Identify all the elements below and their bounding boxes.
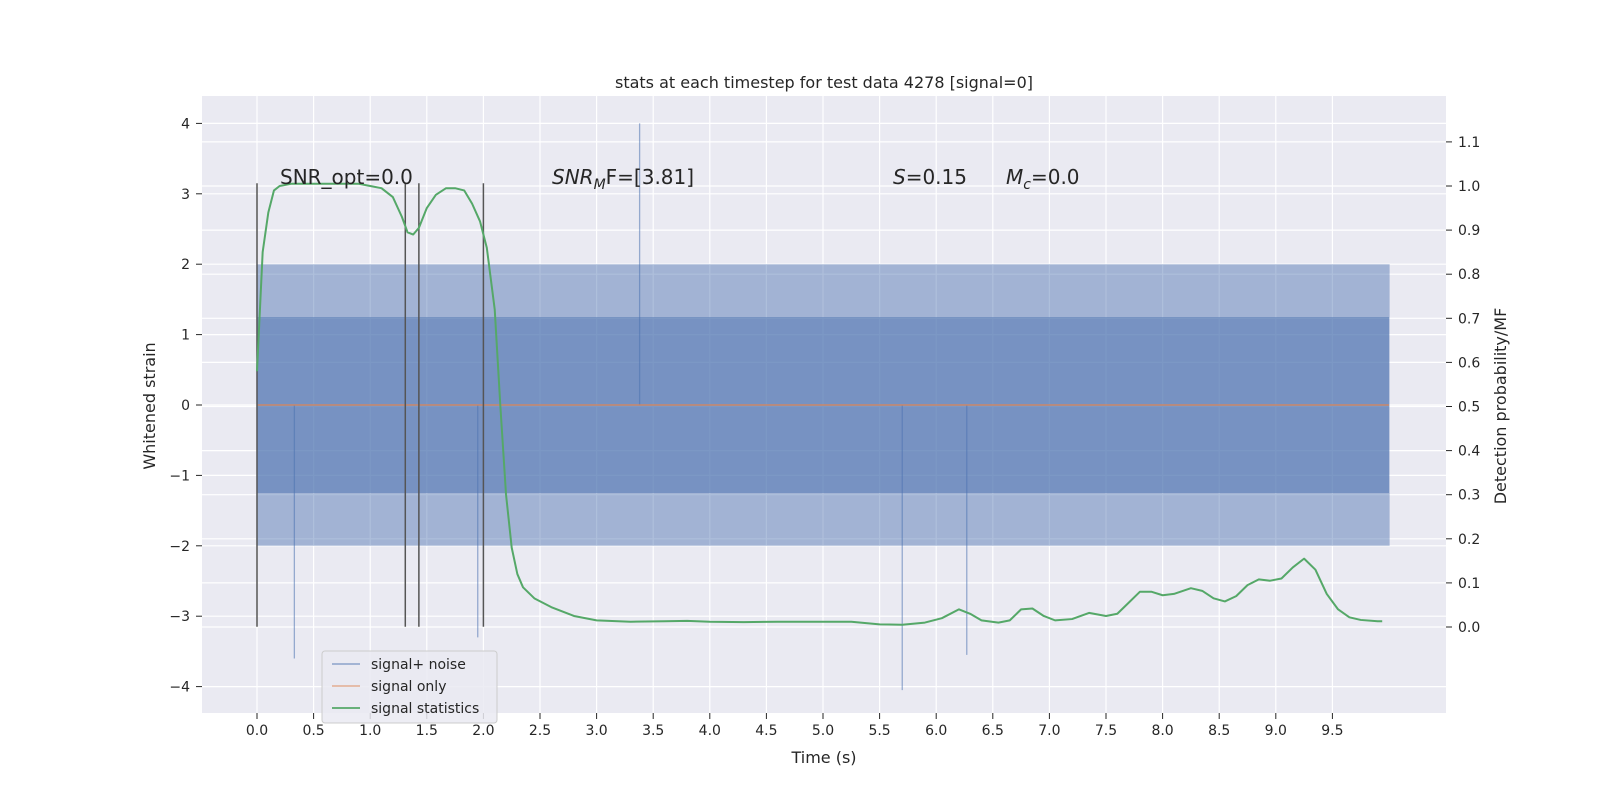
y-right-axis-label: Detection probability/MF: [1491, 308, 1510, 505]
vertical-markers: [256, 183, 485, 627]
y-right-tick-label-9: 0.9: [1458, 223, 1480, 239]
annotation-snr-mf-italic: SNR: [552, 165, 594, 189]
y-tick-label-1: −3: [169, 609, 190, 625]
y-right-tick-label-11: 1.1: [1458, 135, 1480, 151]
x-tick-label-17: 8.5: [1208, 723, 1230, 739]
x-tick-label-16: 8.0: [1151, 723, 1173, 739]
annotation-snr-mf-tail: F=[3.81]: [606, 165, 694, 189]
y-right-tick-label-8: 0.8: [1458, 267, 1480, 283]
y-right-tick-label-10: 1.0: [1458, 179, 1480, 195]
y-right-tick-label-5: 0.5: [1458, 400, 1480, 416]
x-tick-label-18: 9.0: [1265, 723, 1287, 739]
x-tick-label-3: 1.5: [416, 723, 438, 739]
legend: signal+ noise signal only signal statist…: [321, 650, 498, 724]
x-axis-label: Time (s): [790, 748, 856, 767]
y-right-tick-label-3: 0.3: [1458, 488, 1480, 504]
y-tick-label-5: 1: [181, 328, 190, 344]
y-tick-label-2: −2: [169, 539, 190, 555]
x-tick-label-0: 0.0: [246, 723, 268, 739]
x-tick-label-2: 1.0: [359, 723, 381, 739]
x-tick-label-4: 2.0: [472, 723, 494, 739]
y-right-tick-label-6: 0.6: [1458, 355, 1480, 371]
annotation-mc: Mc=0.0: [1006, 165, 1080, 193]
x-tick-label-13: 6.5: [982, 723, 1004, 739]
x-tick-label-6: 3.0: [585, 723, 607, 739]
y-axis-ticks: −4 −3 −2 −1 0 1 2 3 4: [169, 116, 202, 696]
y-right-tick-label-4: 0.4: [1458, 444, 1480, 460]
x-tick-label-5: 2.5: [529, 723, 551, 739]
y-right-axis-ticks: 0.0 0.1 0.2 0.3 0.4 0.5 0.6 0.7 0.8 0.9 1.0 1.1: [1446, 135, 1480, 636]
y-tick-label-4: 0: [181, 398, 190, 414]
chart-title: stats at each timestep for test data 427…: [615, 73, 1033, 92]
y-tick-label-7: 3: [181, 187, 190, 203]
x-axis-ticks: 0.0 0.5 1.0 1.5 2.0 2.5 3.0 3.5 4.0 4.5 5.0 5.5 6.0 6…: [246, 713, 1344, 739]
annotation-s: S=0.15: [893, 165, 967, 189]
y-right-tick-label-7: 0.7: [1458, 311, 1480, 327]
legend-label-signal-only: signal only: [371, 679, 446, 695]
annotation-snr-opt: SNR_opt=0.0: [280, 165, 413, 189]
y-tick-label-6: 2: [181, 257, 190, 273]
annotation-mc-italic: M: [1006, 165, 1023, 189]
x-tick-label-14: 7.0: [1038, 723, 1060, 739]
x-tick-label-11: 5.5: [868, 723, 890, 739]
y-right-tick-label-2: 0.2: [1458, 532, 1480, 548]
annotation-mc-sub: c: [1023, 177, 1031, 193]
legend-label-signal-statistics: signal statistics: [371, 701, 479, 717]
annotations: SNR_opt=0.0 SNRMF=[3.81] S=0.15 Mc=0.0: [280, 165, 1080, 193]
legend-label-signal-noise: signal+ noise: [371, 657, 466, 673]
x-tick-label-15: 7.5: [1095, 723, 1117, 739]
legend-box: [321, 650, 498, 724]
x-tick-label-7: 3.5: [642, 723, 664, 739]
y-right-tick-label-0: 0.0: [1458, 620, 1480, 636]
x-tick-label-1: 0.5: [302, 723, 324, 739]
y-right-tick-label-1: 0.1: [1458, 576, 1480, 592]
y-tick-label-3: −1: [169, 468, 190, 484]
x-tick-label-10: 5.0: [812, 723, 834, 739]
annotation-snr-mf-sub: M: [594, 177, 606, 193]
series-signal-statistics: [256, 182, 1383, 626]
annotation-s-tail: =0.15: [906, 165, 967, 189]
x-tick-label-19: 9.5: [1321, 723, 1343, 739]
y-axis-label: Whitened strain: [140, 342, 159, 469]
x-tick-label-9: 4.5: [755, 723, 777, 739]
x-tick-label-8: 4.0: [699, 723, 721, 739]
y-tick-label-0: −4: [169, 680, 190, 696]
y-tick-label-8: 4: [181, 116, 190, 132]
annotation-s-italic: S: [893, 165, 906, 189]
annotation-mc-tail: =0.0: [1031, 165, 1080, 189]
x-tick-label-12: 6.0: [925, 723, 947, 739]
annotation-snr-mf: SNRMF=[3.81]: [552, 165, 694, 193]
signal-statistics-line: [256, 182, 1383, 626]
